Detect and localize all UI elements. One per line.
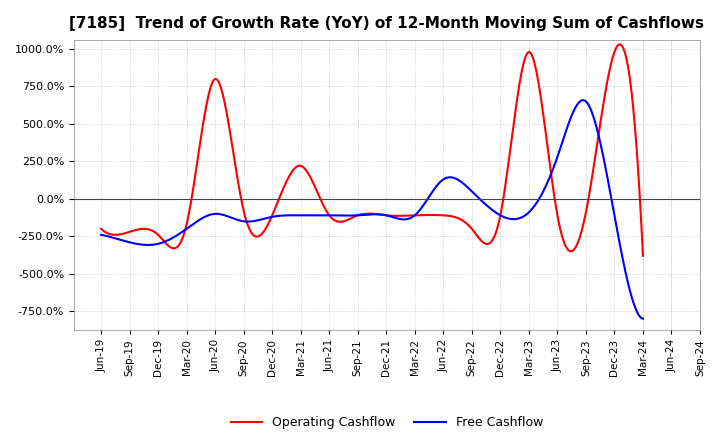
Operating Cashflow bbox=[419, 213, 428, 218]
Operating Cashflow bbox=[541, 126, 549, 132]
Free Cashflow bbox=[96, 232, 105, 238]
Free Cashflow bbox=[419, 202, 428, 208]
Free Cashflow bbox=[639, 316, 647, 321]
Free Cashflow bbox=[626, 292, 635, 297]
Operating Cashflow bbox=[626, 85, 635, 90]
Operating Cashflow bbox=[616, 42, 624, 47]
Operating Cashflow bbox=[354, 213, 363, 218]
Line: Free Cashflow: Free Cashflow bbox=[101, 100, 643, 319]
Free Cashflow bbox=[357, 213, 366, 218]
Legend: Operating Cashflow, Free Cashflow: Operating Cashflow, Free Cashflow bbox=[226, 411, 548, 434]
Operating Cashflow bbox=[96, 226, 105, 231]
Line: Operating Cashflow: Operating Cashflow bbox=[101, 44, 643, 256]
Free Cashflow bbox=[354, 213, 363, 218]
Operating Cashflow bbox=[390, 213, 399, 218]
Title: [7185]  Trend of Growth Rate (YoY) of 12-Month Moving Sum of Cashflows: [7185] Trend of Growth Rate (YoY) of 12-… bbox=[70, 16, 704, 32]
Free Cashflow bbox=[390, 215, 399, 220]
Operating Cashflow bbox=[639, 253, 647, 258]
Free Cashflow bbox=[541, 185, 549, 190]
Free Cashflow bbox=[579, 98, 588, 103]
Operating Cashflow bbox=[357, 212, 366, 217]
